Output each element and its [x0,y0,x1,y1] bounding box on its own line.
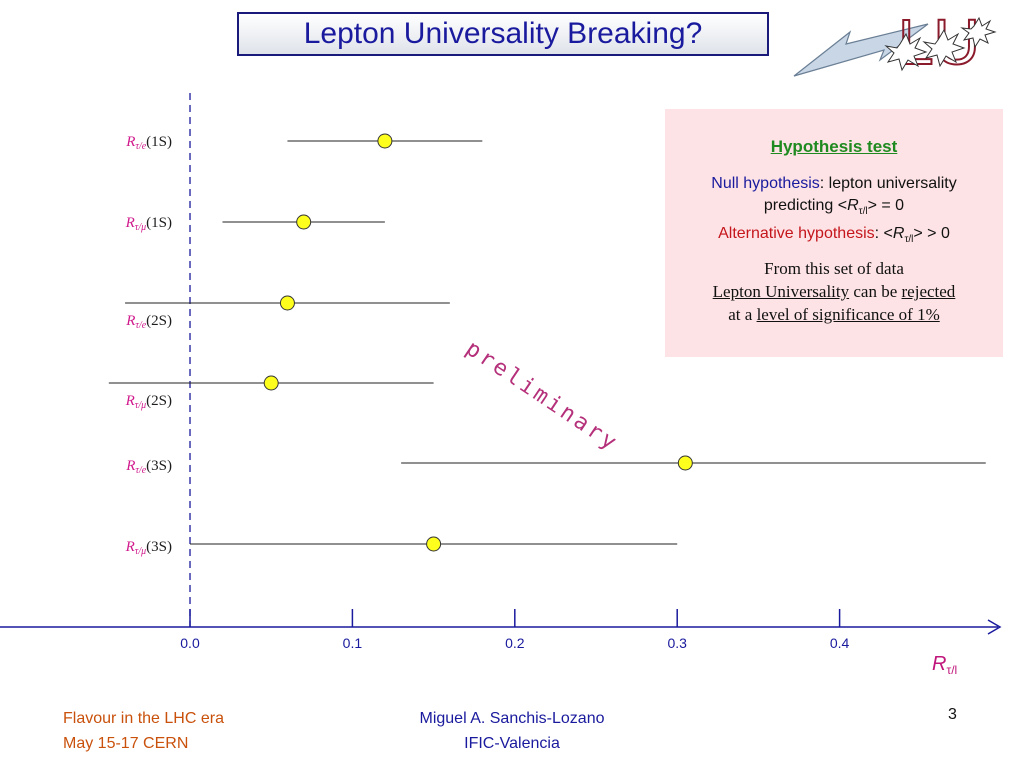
category-label: Rτ/μ(1S) [125,215,172,233]
alternative-hypothesis-line: Alternative hypothesis: <Rτ/l> > 0 [718,225,950,246]
conclusion-line2: Lepton Universality can be rejected [712,282,956,302]
x-axis-label: Rτ/l [932,653,957,677]
category-label: Rτ/μ(2S) [125,393,172,411]
lu-logo: LU [793,5,997,79]
hypothesis-box: Hypothesis test Null hypothesis: lepton … [665,109,1003,357]
category-label: Rτ/e(1S) [125,134,172,152]
category-label: Rτ/e(2S) [125,313,172,331]
footer-author-institute: IFIC-Valencia [464,735,560,752]
conclusion-line1: From this set of data [764,259,904,279]
slide-title: Lepton Universality Breaking? [237,12,769,56]
data-point [279,295,295,311]
null-hypothesis-line1: Null hypothesis: lepton universality [711,175,957,192]
page-number: 3 [948,706,957,723]
slide-title-text: Lepton Universality Breaking? [303,17,703,50]
footer-author-name: Miguel A. Sanchis-Lozano [419,710,605,727]
x-tick-label: 0.0 [180,635,200,651]
x-tick-label: 0.2 [505,635,525,651]
data-point [296,214,312,230]
conclusion-line3: at a level of significance of 1% [728,305,940,325]
category-label: Rτ/e(3S) [125,458,172,476]
data-point [426,536,442,552]
x-tick-label: 0.4 [830,635,850,651]
footer-author: Miguel A. Sanchis-Lozano IFIC-Valencia [370,706,654,756]
hypothesis-title: Hypothesis test [770,137,898,156]
footer-conference-name: Flavour in the LHC era [63,710,224,727]
x-tick-label: 0.3 [667,635,687,651]
data-point [263,375,279,391]
x-tick-label: 0.1 [343,635,363,651]
footer-conference: Flavour in the LHC era May 15-17 CERN [63,706,224,756]
data-point [677,455,693,471]
data-point [377,133,393,149]
null-hypothesis-line2: predicting <Rτ/l> = 0 [763,197,905,218]
x-axis-arrow [987,619,1002,635]
category-label: Rτ/μ(3S) [125,539,172,557]
footer-conference-date: May 15-17 CERN [63,735,189,752]
